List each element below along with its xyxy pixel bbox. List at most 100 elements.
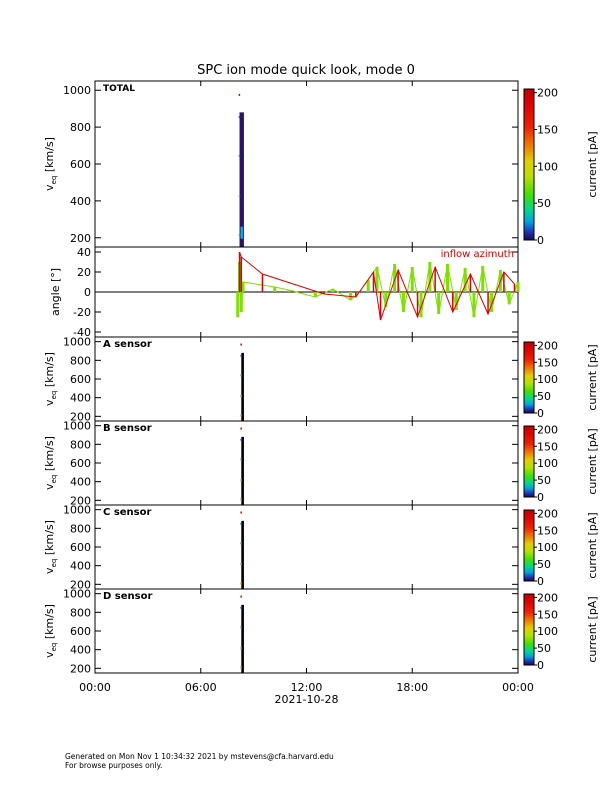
heatmap-dot	[240, 542, 242, 545]
ytick-label: 20	[77, 266, 91, 279]
panel-total: 200 400 600 800 1000 TOTAL veq [km/s] 0 50 100 150…	[43, 80, 599, 248]
ytick-label: 200	[70, 662, 91, 675]
angle-series-green	[236, 261, 520, 318]
xtick-label: 00:00	[502, 681, 534, 694]
ytick-label: 800	[70, 354, 91, 367]
heatmap-dot	[238, 93, 241, 96]
heatmap-dot	[240, 427, 242, 430]
ytick-label: -40	[73, 326, 91, 339]
footer-generated-line: Generated on Mon Nov 1 10:34:32 2021 by …	[65, 752, 334, 761]
colorbar-tick-label: 50	[537, 390, 551, 403]
ylabel-A: veq [km/s]	[43, 352, 58, 406]
heatmap-dot	[240, 562, 242, 565]
ylabel-main: v	[43, 567, 56, 574]
heatmap-dot	[240, 606, 242, 609]
ylabel-sub: eq	[50, 391, 58, 400]
heatmap-dot	[240, 582, 242, 585]
colorbar-tick-label: 150	[537, 608, 558, 621]
panel-C: 200 400 600 800 1000 C sensor veq [km/s] 0 50 100…	[43, 504, 599, 592]
colorbar-tick-label: 100	[537, 160, 558, 173]
colorbar-tick-label: 150	[537, 124, 558, 137]
colorbar-tick-label: 200	[537, 339, 558, 352]
ytick-label: 600	[70, 625, 91, 638]
colorbar-tick-label: 0	[537, 659, 544, 672]
colorbar-tick-label: 200	[537, 507, 558, 520]
heatmap-dot	[238, 116, 241, 119]
colorbar-total: 0 50 100 150 200 current [pA]	[523, 87, 599, 247]
angle-line	[239, 251, 515, 321]
panel-label-B: B sensor	[103, 423, 152, 434]
colorbar-label: current [pA]	[586, 131, 599, 197]
heatmap-dot	[238, 195, 241, 198]
ytick-label: 800	[70, 121, 91, 134]
ytick-label: 600	[70, 457, 91, 470]
ylabel-unit: [km/s]	[43, 352, 56, 391]
heatmap-dot	[240, 498, 242, 501]
inflow-azimuth-label: inflow azimuth	[441, 249, 514, 260]
xtick-label: 18:00	[396, 681, 428, 694]
colorbar-C: 0 50 100 150 200 current [pA]	[523, 507, 599, 588]
ylabel-unit: [km/s]	[43, 137, 56, 176]
ytick-label: 200	[70, 578, 91, 591]
panel-A: 200 400 600 800 1000 A sensor veq [km/s] 0 50 100…	[43, 336, 599, 424]
colorbar-A: 0 50 100 150 200 current [pA]	[523, 339, 599, 420]
ylabel-sub: eq	[50, 475, 58, 484]
ytick-label: 400	[70, 195, 91, 208]
heatmap-dot	[240, 354, 242, 357]
colorbar-B: 0 50 100 150 200 current [pA]	[523, 423, 599, 504]
velocity-band-C	[241, 520, 244, 589]
colorbar-label: current [pA]	[586, 428, 599, 494]
ylabel-total: veq [km/s]	[43, 137, 58, 191]
colorbar-tick-label: 50	[537, 197, 551, 210]
ylabel-D: veq [km/s]	[43, 604, 58, 658]
colorbar-tick-label: 50	[537, 642, 551, 655]
colorbar-tick-label: 100	[537, 457, 558, 470]
colorbar-label: current [pA]	[586, 344, 599, 410]
xtick-label: 06:00	[185, 681, 217, 694]
colorbar-gradient	[523, 425, 535, 498]
colorbar-tick-label: 150	[537, 356, 558, 369]
heatmap-dot	[240, 374, 242, 377]
colorbar-tick-label: 200	[537, 87, 558, 100]
ylabel-unit: [km/s]	[43, 520, 56, 559]
heatmap-dot	[240, 511, 242, 514]
colorbar-gradient	[523, 509, 535, 582]
colorbar-D: 0 50 100 150 200 current [pA]	[523, 591, 599, 672]
ylabel-unit: [km/s]	[43, 436, 56, 475]
ytick-label: 800	[70, 438, 91, 451]
ytick-label: 1000	[63, 588, 91, 601]
panel-label-A: A sensor	[103, 339, 152, 350]
ytick-label: 800	[70, 606, 91, 619]
heatmap-dot	[240, 646, 242, 649]
colorbar-tick-label: 200	[537, 591, 558, 604]
panel-frame-A	[94, 336, 519, 422]
colorbar-label: current [pA]	[586, 596, 599, 662]
colorbar-label: current [pA]	[586, 512, 599, 578]
date-label: 2021-10-28	[275, 693, 339, 706]
heatmap-dot	[240, 343, 242, 346]
ytick-label: 400	[70, 560, 91, 573]
ylabel-unit: [km/s]	[43, 604, 56, 643]
colorbar-gradient	[523, 593, 535, 666]
heatmap-dot	[238, 234, 241, 237]
panel-D: 200 400 600 800 1000 D sensor veq [km/s] 0 50 100…	[43, 588, 599, 676]
footer: Generated on Mon Nov 1 10:34:32 2021 by …	[65, 752, 334, 770]
ylabel-main: v	[43, 399, 56, 406]
velocity-band-B	[241, 436, 244, 505]
colorbar-tick-label: 100	[537, 541, 558, 554]
panel-B: 200 400 600 800 1000 B sensor veq [km/s] 0 50 100…	[43, 420, 599, 508]
ylabel-main: v	[43, 184, 56, 191]
ytick-label: 200	[70, 494, 91, 507]
ylabel-angle: angle [°]	[49, 268, 62, 316]
heatmap-dot	[238, 154, 241, 157]
velocity-band-D	[241, 604, 244, 673]
panel-frame-D	[94, 588, 519, 674]
colorbar-tick-label: 0	[537, 575, 544, 588]
ytick-label: 600	[70, 158, 91, 171]
panel-frame-C	[94, 504, 519, 590]
heatmap-dot	[240, 458, 242, 461]
heatmap-dot	[240, 394, 242, 397]
velocity-band-A	[241, 352, 244, 421]
ytick-label: -20	[73, 306, 91, 319]
